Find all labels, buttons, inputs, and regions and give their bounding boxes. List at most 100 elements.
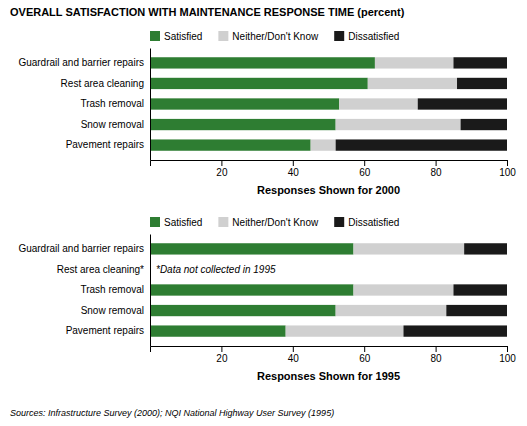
- bars: [150, 57, 507, 151]
- legend-swatch: [150, 217, 160, 227]
- x-tick-label: 20: [216, 167, 228, 178]
- x-axis-line: [151, 347, 508, 353]
- chart-title: OVERALL SATISFACTION WITH MAINTENANCE RE…: [10, 6, 405, 18]
- bar-segment: [375, 57, 454, 68]
- x-tick-label: 100: [499, 167, 516, 178]
- y-tick: Rest area cleaning*: [57, 264, 150, 275]
- y-tick: Rest area cleaning: [61, 78, 150, 89]
- annotation: *Data not collected in 1995: [156, 264, 276, 275]
- legend-swatch: [334, 31, 344, 41]
- bar-segment: [457, 78, 507, 89]
- x-tick-mark: [364, 160, 365, 166]
- category-label: Pavement repairs: [66, 139, 144, 150]
- x-tick-mark: [293, 346, 294, 352]
- x-tick-mark: [507, 160, 508, 166]
- category-label: Snow removal: [81, 305, 144, 316]
- y-tick: Pavement repairs: [66, 325, 150, 336]
- y-tick: Guardrail and barrier repairs: [18, 243, 150, 254]
- bar-segment: [336, 119, 461, 130]
- bar-segment: [418, 98, 507, 109]
- x-tick: 40: [288, 160, 300, 178]
- x-tick: 60: [359, 160, 371, 178]
- y-axis: Guardrail and barrier repairs Rest area c…: [18, 235, 150, 347]
- x-tick-mark: [364, 346, 365, 352]
- x-axis: 20 40 60 80 100: [151, 160, 517, 178]
- bar-segment: [368, 78, 457, 89]
- bar-segment: [150, 325, 286, 336]
- bar-segment: [446, 305, 507, 316]
- bar-segment: [150, 305, 336, 316]
- legend-label: Dissatisfied: [348, 217, 399, 228]
- chart-panel: 20 40 60 80 100 Guardrail and barrier repairs…: [18, 217, 516, 383]
- chart-panel: 20 40 60 80 100 Guardrail and barrier repairs…: [18, 31, 516, 197]
- category-label: Pavement repairs: [66, 325, 144, 336]
- legend: SatisfiedNeither/Don't KnowDissatisfied: [150, 31, 399, 42]
- category-label: Rest area cleaning*: [57, 264, 144, 275]
- x-tick-mark: [221, 346, 222, 352]
- source-note: Sources: Infrastructure Survey (2000); N…: [10, 408, 334, 418]
- bar-segment: [453, 57, 507, 68]
- x-tick-label: 40: [288, 353, 300, 364]
- bar-segment: [150, 139, 311, 150]
- x-tick-mark: [293, 160, 294, 166]
- x-tick-label: 100: [499, 353, 516, 364]
- bar-segment: [150, 119, 336, 130]
- x-tick: 100: [499, 346, 516, 364]
- bar-segment: [461, 119, 507, 130]
- bar-segment: [150, 98, 339, 109]
- x-tick: 100: [499, 160, 516, 178]
- y-axis-line: [150, 49, 151, 161]
- legend-label: Satisfied: [164, 31, 202, 42]
- x-tick-label: 20: [216, 353, 228, 364]
- x-tick-label: 40: [288, 167, 300, 178]
- x-tick-label: 80: [431, 353, 443, 364]
- legend-swatch: [218, 217, 228, 227]
- bar-segment: [353, 243, 464, 254]
- x-axis: 20 40 60 80 100: [151, 346, 517, 364]
- x-tick: 40: [288, 346, 300, 364]
- x-tick-mark: [507, 346, 508, 352]
- y-axis: Guardrail and barrier repairs Rest area c…: [18, 49, 150, 161]
- x-tick: 60: [359, 346, 371, 364]
- legend-swatch: [218, 31, 228, 41]
- bar-segment: [453, 284, 507, 295]
- x-tick-label: 60: [359, 167, 371, 178]
- bar-segment: [150, 243, 353, 254]
- bar-segment: [336, 305, 447, 316]
- legend-swatch: [150, 31, 160, 41]
- x-tick-label: 80: [431, 167, 443, 178]
- bar-segment: [150, 57, 375, 68]
- y-tick: Guardrail and barrier repairs: [18, 57, 150, 68]
- category-label: Snow removal: [81, 119, 144, 130]
- bar-segment: [464, 243, 507, 254]
- category-label: Trash removal: [80, 98, 144, 109]
- x-tick-label: 60: [359, 353, 371, 364]
- bar-segment: [150, 284, 353, 295]
- legend: Satisfied Neither/Don't Know Dissatisfied: [150, 217, 399, 228]
- y-tick: Trash removal: [80, 98, 150, 109]
- bars: [150, 243, 507, 337]
- bar-segment: [150, 78, 368, 89]
- bar-segment: [353, 284, 453, 295]
- category-label: Guardrail and barrier repairs: [18, 243, 144, 254]
- x-tick: 80: [431, 346, 443, 364]
- bar-segment: [286, 325, 404, 336]
- y-tick: Snow removal: [81, 119, 150, 130]
- x-tick-mark: [436, 160, 437, 166]
- x-axis-title: Responses Shown for 1995: [257, 370, 400, 382]
- x-tick-mark: [436, 346, 437, 352]
- x-tick: 20: [216, 160, 228, 178]
- bar-segment: [336, 139, 507, 150]
- category-label: Guardrail and barrier repairs: [18, 57, 144, 68]
- x-axis-line: [151, 161, 508, 167]
- category-label: Trash removal: [80, 284, 144, 295]
- x-axis-title: Responses Shown for 2000: [257, 184, 400, 196]
- y-tick: Pavement repairs: [66, 139, 150, 150]
- y-tick: Snow removal: [81, 305, 150, 316]
- legend-label: Satisfied: [164, 217, 202, 228]
- legend-label: Neither/Don't Know: [232, 217, 319, 228]
- x-tick: 20: [216, 346, 228, 364]
- bar-segment: [339, 98, 418, 109]
- legend-swatch: [334, 217, 344, 227]
- bar-segment: [311, 139, 336, 150]
